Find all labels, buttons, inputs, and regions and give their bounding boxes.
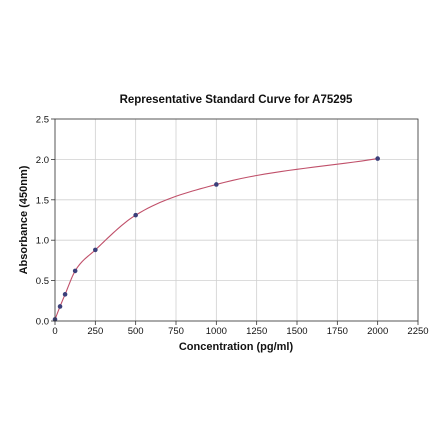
x-tick-label: 2000	[367, 326, 388, 337]
x-tick-label: 500	[128, 326, 144, 337]
y-tick-label: 2.5	[36, 115, 49, 126]
y-axis-label: Absorbance (450nm)	[18, 165, 30, 274]
x-tick-label: 1250	[246, 326, 267, 337]
data-point	[133, 212, 138, 218]
x-tick-label: 1500	[286, 326, 307, 337]
y-axis-ticks: 0.0 0.5 1.0 1.5 2.0 2.5	[36, 115, 55, 328]
data-point	[375, 156, 380, 161]
x-axis-ticks: 0 250 500 750 1000 1250 1500 1750 2000 2250	[52, 321, 429, 337]
x-tick-label: 750	[168, 326, 184, 337]
data-point	[62, 292, 68, 297]
x-tick-label: 0	[52, 326, 57, 337]
data-point	[214, 182, 219, 187]
data-point	[72, 268, 78, 274]
y-tick-label: 1.0	[36, 236, 49, 247]
x-tick-label: 2250	[407, 326, 428, 337]
plot-frame	[54, 118, 419, 322]
y-tick-label: 0.0	[36, 317, 49, 328]
data-point	[57, 304, 63, 309]
y-tick-label: 0.5	[36, 276, 49, 287]
data-points-layer	[52, 156, 380, 322]
y-tick-label: 1.5	[36, 195, 49, 206]
chart-title: Representative Standard Curve for A75295	[120, 94, 353, 106]
y-tick-label: 2.0	[36, 155, 49, 166]
data-point	[93, 247, 98, 253]
x-tick-label: 1000	[206, 326, 227, 337]
x-tick-label: 1750	[327, 326, 348, 337]
x-tick-label: 250	[87, 326, 103, 337]
x-axis-label: Concentration (pg/ml)	[179, 341, 294, 353]
